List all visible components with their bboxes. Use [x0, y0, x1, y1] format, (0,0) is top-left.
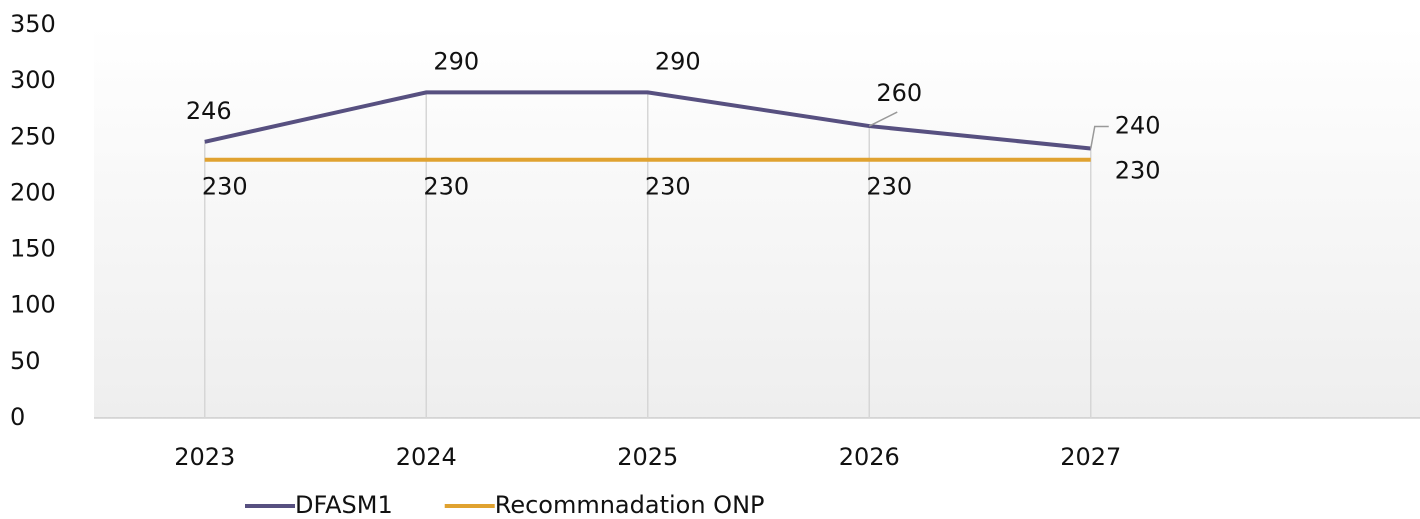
y-tick-label: 350 — [10, 10, 56, 38]
data-label: 230 — [866, 173, 912, 201]
data-label: 290 — [655, 47, 701, 75]
x-tick-label: 2027 — [1060, 443, 1121, 471]
legend-label: Recommnadation ONP — [495, 491, 765, 519]
data-label: 230 — [202, 173, 248, 201]
data-label: 246 — [186, 97, 232, 125]
y-tick-label: 150 — [10, 235, 56, 263]
data-label: 260 — [876, 79, 922, 107]
y-tick-label: 100 — [10, 291, 56, 319]
legend-label: DFASM1 — [295, 491, 393, 519]
data-label: 240 — [1115, 112, 1161, 140]
y-tick-label: 200 — [10, 178, 56, 206]
y-tick-label: 0 — [10, 403, 25, 431]
y-tick-label: 50 — [10, 347, 41, 375]
plot-area — [94, 25, 1420, 418]
leader-line — [1090, 125, 1109, 149]
y-tick-label: 250 — [10, 122, 56, 150]
data-label: 230 — [645, 173, 691, 201]
data-label: 230 — [1115, 157, 1161, 185]
y-tick-label: 300 — [10, 66, 56, 94]
series-line — [204, 90, 1091, 151]
x-tick-label: 2025 — [617, 443, 678, 471]
x-tick-label: 2024 — [396, 443, 457, 471]
x-tick-label: 2023 — [174, 443, 235, 471]
x-tick-label: 2026 — [839, 443, 900, 471]
leader-line — [868, 111, 898, 127]
data-label: 230 — [423, 173, 469, 201]
data-label: 290 — [433, 47, 479, 75]
